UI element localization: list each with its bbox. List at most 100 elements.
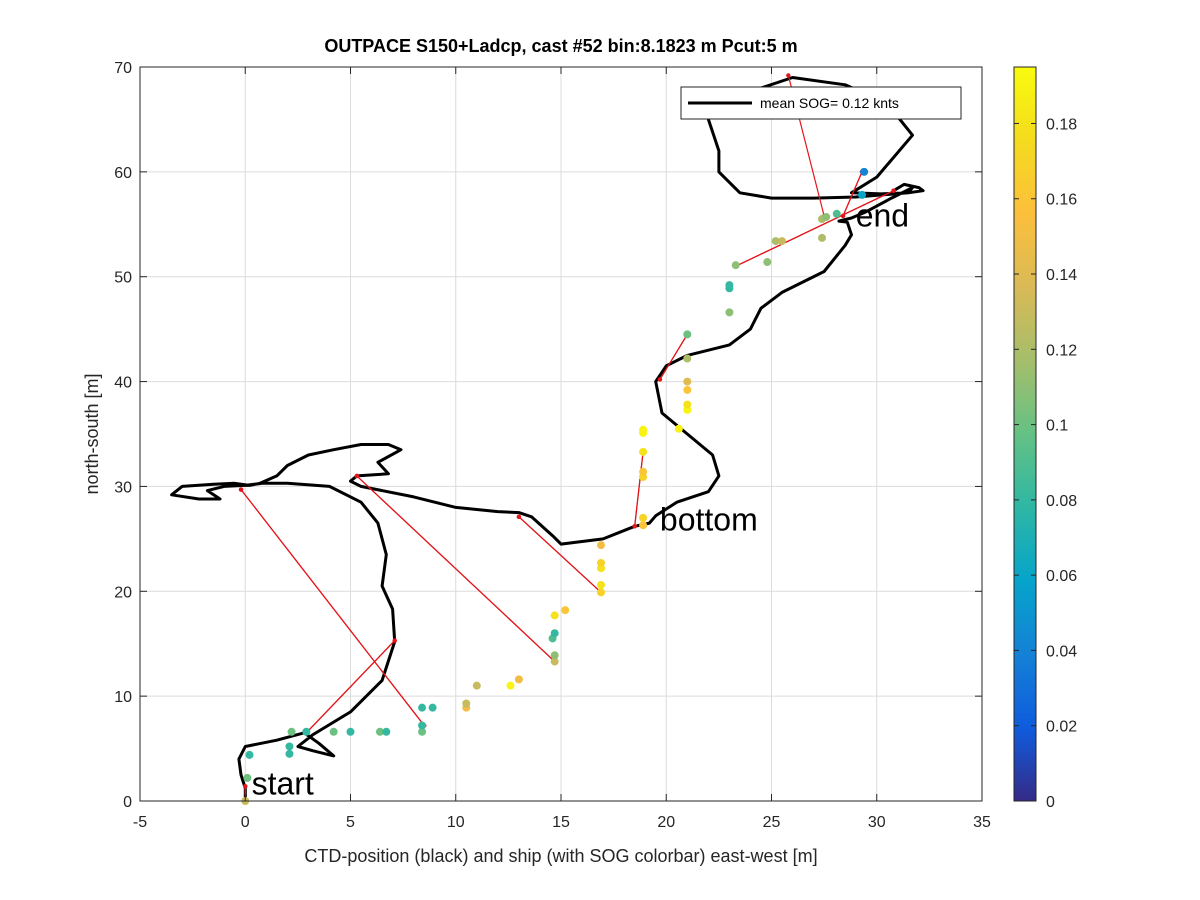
bin-marker [632,524,637,529]
x-tick-label: 30 [868,814,886,831]
x-axis-label: CTD-position (black) and ship (with SOG … [304,846,817,866]
x-tick-label: 35 [973,814,991,831]
ship-sog-point [683,377,692,386]
annotation-bottom: bottom [660,501,758,537]
ship-sog-point [462,699,471,708]
bin-displacement-line [634,451,644,527]
legend: mean SOG= 0.12 knts [680,86,962,120]
ship-sog-point [245,750,254,759]
ship-sog-point [472,681,481,690]
colorbar [1013,66,1037,802]
ship-sog-point [822,212,831,221]
ship-sog-point [771,237,780,246]
ship-sog-point [725,281,734,290]
ship-sog-point [596,588,605,597]
bin-displacement-line [659,334,688,380]
ship-sog-point [596,541,605,550]
y-tick-label: 30 [114,479,132,496]
y-tick-label: 70 [114,60,132,77]
bin-marker [786,73,791,78]
ship-sog-point [243,773,252,782]
colorbar-tick-label: 0.16 [1046,192,1077,209]
ship-sog-point [639,521,648,530]
x-tick-label: 15 [552,814,570,831]
ship-sog-point [287,727,296,736]
y-tick-label: 10 [114,689,132,706]
ship-sog-point [514,675,523,684]
colorbar-tick-label: 0.04 [1046,643,1077,660]
chart-title: OUTPACE S150+Ladcp, cast #52 bin:8.1823 … [324,36,797,56]
bin-marker [516,514,522,520]
ctd-track-line [170,76,925,803]
ship-sog-point [683,385,692,394]
ship-sog-point [418,703,427,712]
ship-sog-point [683,400,692,409]
ship-sog-point [832,209,841,218]
ship-sog-point [639,513,648,522]
bin-marker [840,213,846,219]
x-tick-label: 10 [447,814,465,831]
colorbar-tick-label: 0.08 [1046,493,1077,510]
ship-sog-point [506,681,515,690]
ctd-track [170,76,925,803]
ship-sog-point [596,558,605,567]
ship-sog-point [639,425,648,434]
y-axis-label: north-south [m] [82,373,102,494]
colorbar-ticks: 0 0.02 0.04 0.06 0.08 0.1 0.12 0.14 0.16 0.18 [1014,116,1077,811]
ship-sog-point [346,727,355,736]
bin-displacement-line [735,190,894,267]
x-tick-label: -5 [133,814,147,831]
ship-sog-point [725,308,734,317]
bin-marker [238,487,244,492]
annotations: start bottom end [252,197,910,801]
ship-sog-point [763,258,772,267]
bin-displacement-line [842,171,863,217]
bin-marker [354,473,360,479]
ship-sog-point [285,749,294,758]
x-tick-labels: -5 0 5 10 15 20 25 30 35 [133,814,991,831]
y-tick-labels: 0 10 20 30 40 50 60 70 [114,60,132,811]
ship-sog-point [428,703,437,712]
x-tick-label: 0 [241,814,250,831]
x-tick-label: 25 [763,814,781,831]
bin-marker [392,638,397,643]
ship-sog-point [375,727,384,736]
ship-sog-point [550,629,559,638]
ship-sog-point [302,727,311,736]
ship-sog-point [285,742,294,751]
colorbar-tick-label: 0 [1046,794,1055,811]
ship-sog-point [674,424,683,433]
ship-sog-point [596,580,605,589]
ship-sog-point [683,330,692,339]
bin-marker [243,784,248,789]
legend-label: mean SOG= 0.12 knts [760,95,899,111]
bin-displacement [238,73,896,804]
ship-sog-point [329,727,338,736]
ship-sog-point [858,190,867,199]
x-tick-label: 5 [346,814,355,831]
colorbar-tick-label: 0.12 [1046,342,1077,359]
ship-sog-point [382,727,391,736]
annotation-start: start [252,766,314,802]
ship-sog-point [550,657,559,666]
ship-sog-point [778,237,787,246]
x-tick-label: 20 [657,814,675,831]
ship-sog-point [731,261,740,270]
ticks [139,66,983,802]
ship-sog-point [818,233,827,242]
ship-sog-point [683,354,692,363]
colorbar-tick-label: 0.1 [1046,418,1068,435]
colorbar-tick-label: 0.18 [1046,116,1077,133]
ship-sog-points [241,167,869,805]
ship-sog-point [418,727,427,736]
y-tick-label: 50 [114,270,132,287]
y-tick-label: 60 [114,165,132,182]
bin-displacement-line [305,640,396,734]
colorbar-tick-label: 0.02 [1046,719,1077,736]
bin-marker [891,188,896,193]
ship-sog-point [550,651,559,660]
bin-displacement-line [356,475,556,662]
bin-displacement-line [240,489,425,726]
ship-sog-point [561,606,570,615]
colorbar-tick-label: 0.14 [1046,267,1077,284]
